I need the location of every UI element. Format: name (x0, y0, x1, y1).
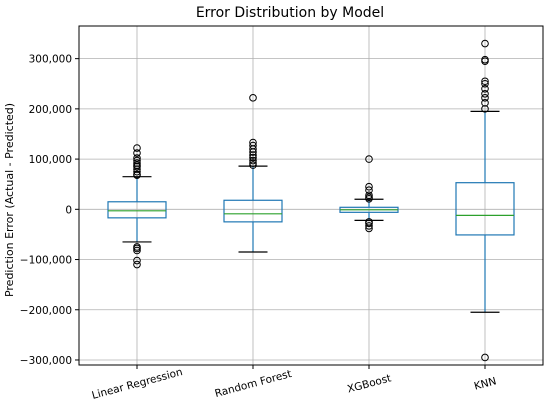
outlier-point (365, 222, 373, 230)
x-tick-label: Linear Regression (91, 366, 184, 402)
outlier-point (481, 55, 489, 64)
y-axis-ticks: −300,000 −200,000 −100,000 0 100,000 200,000 3… (20, 54, 79, 367)
outlier-point (133, 156, 141, 165)
outlier-point (481, 94, 489, 102)
grid-lines (79, 26, 543, 365)
outlier-point (133, 165, 141, 173)
outlier-point (365, 218, 373, 226)
outlier-point (133, 243, 141, 251)
outlier-point (481, 84, 489, 93)
outlier-point (249, 151, 257, 159)
iqr-box (223, 199, 283, 223)
outlier-point (365, 182, 373, 191)
y-axis-label: Prediction Error (Actual - Predicted) (3, 103, 16, 297)
outlier-point (481, 39, 489, 48)
outlier-point (481, 79, 489, 88)
y-tick-label: 0 (65, 204, 72, 216)
outlier-point (481, 90, 489, 98)
outlier-point (133, 144, 141, 152)
x-tick-label: KNN (473, 375, 498, 392)
outlier-point (249, 153, 257, 162)
x-tick-label: Random Forest (214, 368, 293, 400)
y-tick-label: −300,000 (20, 355, 72, 367)
y-tick-label: −100,000 (20, 255, 72, 267)
outlier-point (249, 141, 257, 150)
y-tick-label: −200,000 (20, 305, 72, 317)
box-group (107, 144, 167, 269)
x-tick-label: XGBoost (346, 372, 393, 395)
outlier-point (133, 159, 141, 167)
outlier-point (249, 138, 257, 147)
chart-title: Error Distribution by Model (196, 5, 384, 21)
outlier-point (365, 155, 373, 163)
x-axis-ticks: Linear Regression Random Forest XGBoost KNN (91, 365, 498, 402)
box-group (223, 94, 283, 253)
outlier-point (481, 77, 489, 86)
iqr-box (455, 182, 515, 236)
y-tick-label: 300,000 (29, 54, 72, 66)
outlier-point (365, 191, 373, 200)
outlier-point (249, 94, 257, 102)
box-group (455, 39, 515, 362)
outlier-point (133, 149, 141, 157)
outlier-point (249, 156, 257, 165)
outlier-point (133, 154, 141, 162)
box-group (339, 155, 399, 233)
outlier-point (249, 159, 257, 167)
iqr-box (107, 201, 167, 219)
outlier-point (133, 260, 141, 269)
y-tick-label: 200,000 (29, 104, 72, 116)
box-series (107, 39, 515, 362)
outlier-point (481, 353, 489, 362)
outlier-point (481, 99, 489, 107)
outlier-point (365, 186, 373, 195)
outlier-point (133, 246, 141, 255)
outlier-point (249, 161, 257, 169)
y-tick-label: 100,000 (29, 154, 72, 166)
outlier-point (133, 256, 141, 265)
plot-area-frame (78, 25, 544, 366)
outlier-point (481, 105, 489, 113)
outlier-point (133, 170, 141, 178)
